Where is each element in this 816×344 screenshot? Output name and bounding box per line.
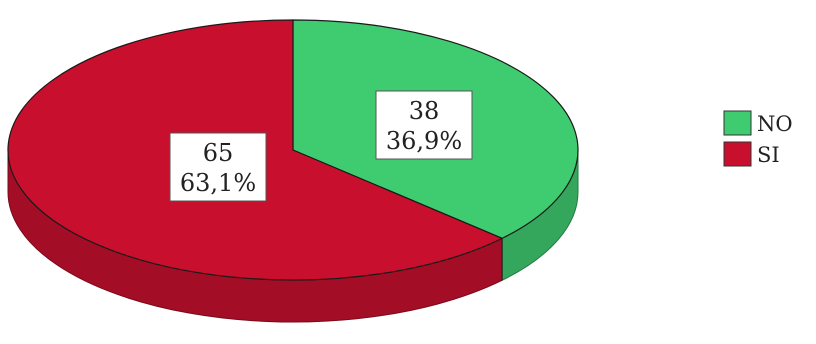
legend-label-si: SI	[757, 143, 780, 167]
pie-body	[7, 19, 579, 323]
data-label-count: 65	[203, 139, 234, 167]
data-label-percent: 36,9%	[386, 127, 462, 155]
legend-swatch-si	[723, 141, 752, 167]
data-label-percent: 63,1%	[180, 169, 256, 197]
data-label-count: 38	[409, 97, 440, 125]
legend-swatch-no	[723, 110, 752, 136]
legend-label-no: NO	[757, 112, 793, 136]
legend: NO SI	[723, 110, 793, 167]
data-label-box	[169, 132, 267, 202]
data-label-box	[375, 90, 473, 160]
